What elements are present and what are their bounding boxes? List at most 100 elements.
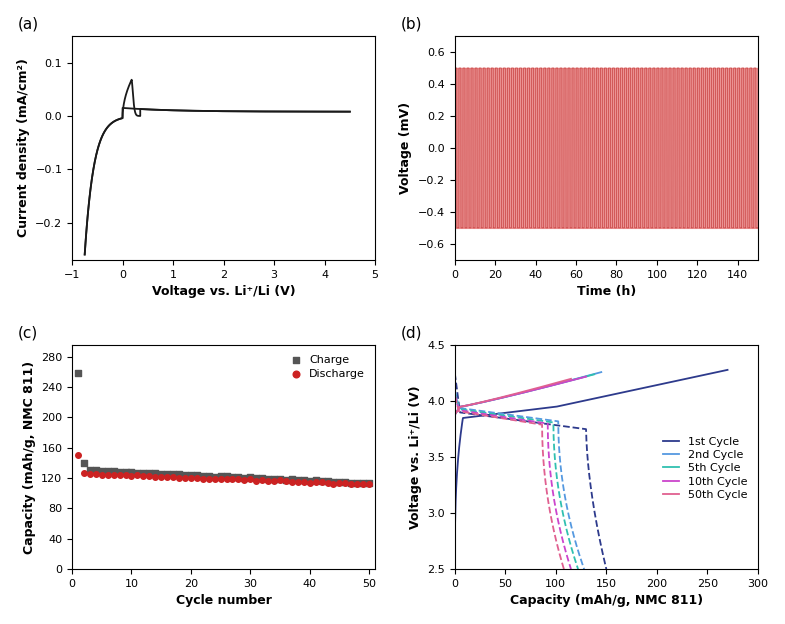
10th Cycle: [555, 380, 564, 388]
Y-axis label: Voltage (mV): Voltage (mV): [400, 102, 412, 194]
Discharge: [203, 474, 215, 484]
Discharge: [221, 474, 233, 484]
5th Cycle: [512, 391, 521, 398]
Discharge: [96, 470, 108, 480]
2nd Cycle: [509, 391, 519, 399]
Text: (d): (d): [400, 326, 422, 341]
Text: (a): (a): [17, 17, 38, 32]
1st Cycle: [560, 401, 570, 409]
Discharge: [119, 470, 132, 480]
5th Cycle: [450, 411, 459, 418]
Charge: [244, 472, 257, 482]
Discharge: [250, 475, 262, 485]
Charge: [256, 473, 268, 483]
X-axis label: Capacity (mAh/g, NMC 811): Capacity (mAh/g, NMC 811): [509, 594, 703, 607]
Charge: [119, 467, 132, 477]
Legend: Charge, Discharge: Charge, Discharge: [287, 351, 370, 383]
Charge: [333, 477, 345, 487]
Charge: [327, 477, 340, 487]
50th Cycle: [450, 411, 459, 418]
Discharge: [321, 477, 334, 487]
Legend: 1st Cycle, 2nd Cycle, 5th Cycle, 10th Cycle, 50th Cycle: 1st Cycle, 2nd Cycle, 5th Cycle, 10th Cy…: [659, 432, 752, 504]
Charge: [363, 478, 375, 488]
Charge: [316, 476, 328, 486]
Charge: [208, 472, 221, 482]
Y-axis label: Capacity (mAh/g, NMC 811): Capacity (mAh/g, NMC 811): [23, 361, 35, 553]
Discharge: [84, 469, 97, 479]
1st Cycle: [663, 379, 672, 386]
Discharge: [155, 472, 167, 482]
Charge: [226, 472, 239, 482]
Discharge: [196, 474, 209, 484]
Charge: [137, 468, 150, 478]
Discharge: [244, 474, 257, 484]
10th Cycle: [463, 401, 473, 409]
Discharge: [291, 477, 304, 487]
Charge: [221, 471, 233, 481]
Discharge: [304, 478, 316, 488]
Text: (b): (b): [400, 17, 422, 32]
Discharge: [101, 470, 114, 480]
X-axis label: Voltage vs. Li⁺/Li (V): Voltage vs. Li⁺/Li (V): [152, 285, 295, 298]
Discharge: [214, 474, 227, 484]
10th Cycle: [450, 411, 459, 418]
50th Cycle: [462, 402, 471, 409]
Charge: [96, 467, 108, 477]
1st Cycle: [723, 366, 732, 374]
Charge: [166, 469, 179, 479]
Discharge: [173, 472, 185, 482]
Discharge: [256, 475, 268, 485]
Charge: [184, 470, 197, 480]
Text: (c): (c): [17, 326, 38, 341]
5th Cycle: [590, 371, 599, 378]
Discharge: [131, 470, 144, 480]
Discharge: [268, 476, 280, 486]
Charge: [203, 472, 215, 482]
2nd Cycle: [450, 411, 459, 418]
Line: 2nd Cycle: 2nd Cycle: [455, 372, 601, 414]
Charge: [143, 468, 155, 478]
Discharge: [161, 472, 173, 482]
2nd Cycle: [597, 368, 606, 376]
Discharge: [191, 473, 203, 483]
1st Cycle: [637, 384, 647, 392]
1st Cycle: [478, 412, 487, 419]
1st Cycle: [668, 378, 677, 386]
Discharge: [238, 475, 250, 485]
Line: 1st Cycle: 1st Cycle: [455, 370, 728, 569]
2nd Cycle: [465, 401, 474, 409]
Charge: [191, 470, 203, 480]
Discharge: [357, 479, 370, 489]
Charge: [345, 478, 358, 488]
Charge: [101, 466, 114, 476]
Discharge: [108, 470, 120, 480]
Charge: [196, 471, 209, 481]
Charge: [149, 468, 162, 478]
Charge: [173, 469, 185, 479]
Charge: [286, 474, 298, 484]
Charge: [179, 470, 192, 480]
Charge: [268, 474, 280, 484]
Charge: [262, 474, 275, 484]
Charge: [357, 478, 370, 488]
Charge: [131, 467, 144, 477]
50th Cycle: [541, 382, 550, 389]
X-axis label: Time (h): Time (h): [577, 285, 636, 298]
5th Cycle: [506, 392, 516, 399]
Discharge: [327, 479, 340, 489]
50th Cycle: [530, 385, 539, 392]
50th Cycle: [502, 392, 511, 400]
10th Cycle: [582, 373, 591, 381]
5th Cycle: [561, 378, 571, 386]
Discharge: [309, 477, 322, 487]
Discharge: [184, 473, 197, 483]
10th Cycle: [540, 384, 549, 391]
10th Cycle: [503, 392, 513, 400]
Charge: [232, 472, 245, 482]
2nd Cycle: [564, 377, 574, 384]
Charge: [89, 466, 102, 475]
Discharge: [262, 476, 275, 486]
Charge: [321, 476, 334, 486]
Discharge: [232, 474, 245, 484]
Line: 50th Cycle: 50th Cycle: [455, 379, 571, 414]
